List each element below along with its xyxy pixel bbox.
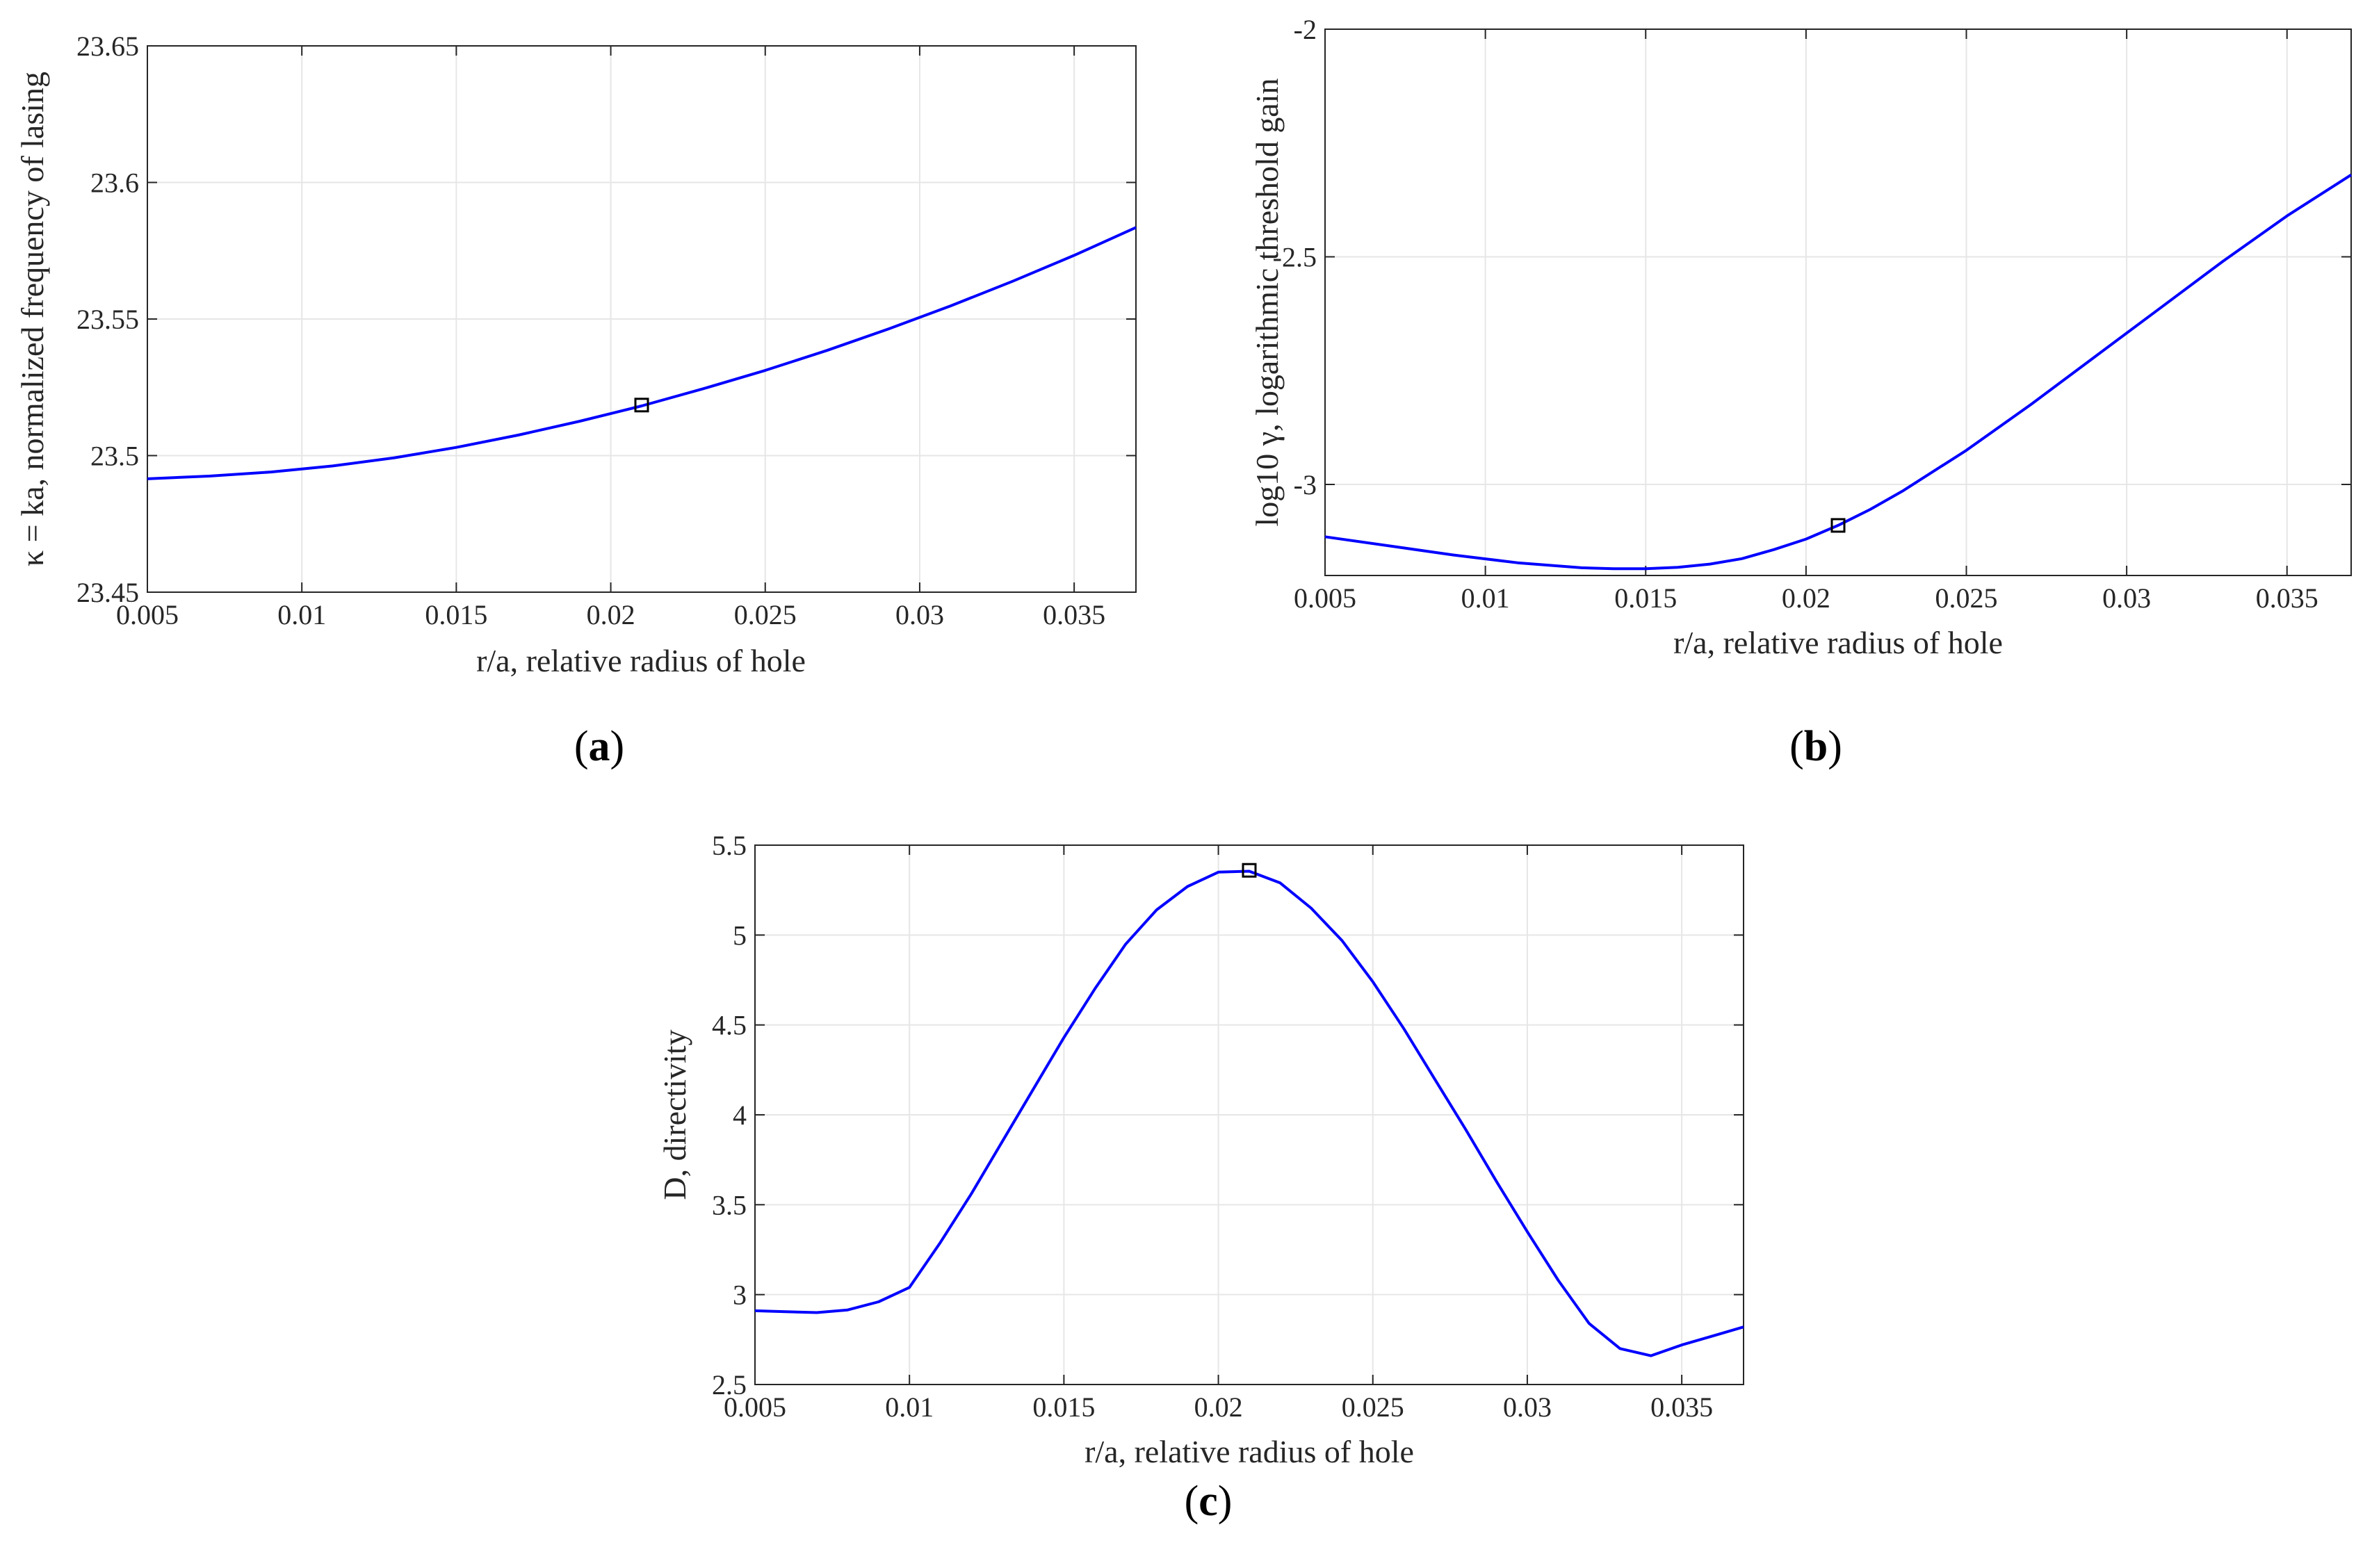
y-tick-label-c-6: 5.5 [712,830,747,861]
x-axis-label-a: r/a, relative radius of hole [476,643,806,678]
y-tick-label-b-1: -2.5 [1273,242,1317,273]
y-ticks-c: 2.5 3 3.5 4 4.5 5 5.5 [712,830,1744,1400]
series-line-b [1324,173,2353,571]
x-tick-label-b-1: 0.01 [1461,582,1510,614]
x-axis-label-b: r/a, relative radius of hole [1673,625,2003,660]
panel-label-a: (a) [574,723,624,770]
x-tick-label-a-2: 0.015 [425,599,487,630]
y-axis-label-b: log10 γ, logarithmic threshold gain [1249,78,1285,526]
y-tick-label-b-0: -3 [1294,469,1317,500]
x-tick-label-a-0: 0.005 [116,599,179,630]
x-tick-label-a-5: 0.03 [895,599,944,630]
x-tick-label-c-6: 0.035 [1650,1391,1713,1423]
y-tick-label-c-5: 5 [733,920,747,951]
x-tick-label-c-4: 0.025 [1342,1391,1404,1423]
series-line-c [754,869,1744,1357]
x-tick-label-a-3: 0.02 [587,599,635,630]
x-axis-label-c: r/a, relative radius of hole [1085,1434,1414,1469]
x-tick-label-b-2: 0.015 [1614,582,1677,614]
x-tick-label-c-1: 0.01 [885,1391,934,1423]
y-tick-label-c-2: 3.5 [712,1189,747,1220]
x-ticks-b: 0.005 0.01 0.015 0.02 0.025 0.03 0.035 [1294,29,2318,614]
grid-c [754,844,1744,1385]
marker-square-a [634,398,649,413]
x-tick-label-b-4: 0.025 [1935,582,1998,614]
panel-a: 0.005 0.01 0.015 0.02 0.025 0.03 0.035 23.4523… [15,31,1137,770]
x-tick-label-a-6: 0.035 [1043,599,1105,630]
series-line-a [147,226,1137,480]
panel-b: 0.005 0.01 0.015 0.02 0.025 0.03 0.035 -3-2.5-… [1249,14,2353,770]
marker-square-b [1830,518,1846,533]
x-tick-label-c-3: 0.02 [1194,1391,1243,1423]
x-ticks-a: 0.005 0.01 0.015 0.02 0.025 0.03 0.035 [116,46,1105,630]
grid-a [147,45,1136,593]
x-tick-label-b-3: 0.02 [1782,582,1830,614]
x-tick-label-c-5: 0.03 [1503,1391,1552,1423]
panel-label-c: (c) [1185,1478,1233,1525]
x-tick-label-a-4: 0.025 [734,599,797,630]
y-tick-label-a-3: 23.6 [90,168,139,199]
y-tick-label-a-1: 23.5 [90,441,139,472]
y-ticks-b: -3 -2.5 -2 [1273,14,2351,500]
x-tick-label-a-1: 0.01 [277,599,326,630]
y-ticks-a: 23.45 23.5 23.55 23.6 23.65 [76,31,1136,608]
x-tick-label-b-6: 0.035 [2256,582,2318,614]
y-tick-label-c-3: 4 [733,1100,747,1131]
y-tick-label-c-0: 2.5 [712,1369,747,1400]
y-tick-label-a-0: 23.45 [76,577,139,608]
y-tick-label-a-4: 23.65 [76,31,139,62]
x-tick-label-b-0: 0.005 [1294,582,1356,614]
y-tick-label-c-1: 3 [733,1280,747,1311]
y-tick-label-a-2: 23.55 [76,304,139,335]
y-axis-label-c: D, directivity [657,1029,692,1200]
panel-c: 0.005 0.01 0.015 0.02 0.025 0.03 0.035 2.5 3 3.5… [657,830,1744,1525]
grid-b [1324,28,2351,575]
y-tick-label-c-4: 4.5 [712,1010,747,1041]
y-axis-label-a: κ = ka, normalized frequency of lasing [15,72,50,566]
x-tick-label-b-5: 0.03 [2102,582,2151,614]
x-ticks-c: 0.005 0.01 0.015 0.02 0.025 0.03 0.035 [724,845,1713,1423]
panel-label-b: (b) [1789,723,1842,770]
x-tick-label-c-2: 0.015 [1032,1391,1095,1423]
marker-square-c [1242,863,1257,878]
axes-box-b [1324,28,2352,576]
y-tick-label-b-2: -2 [1294,14,1317,45]
x-tick-label-c-0: 0.005 [724,1391,786,1423]
